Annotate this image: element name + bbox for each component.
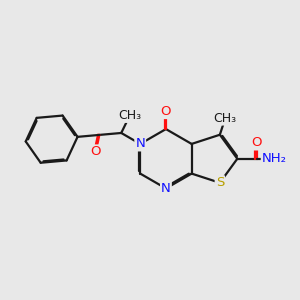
Text: N: N <box>135 137 145 150</box>
Text: O: O <box>91 146 101 158</box>
Text: O: O <box>251 136 262 149</box>
Text: NH₂: NH₂ <box>262 152 287 165</box>
Text: S: S <box>216 176 224 189</box>
Text: CH₃: CH₃ <box>118 109 141 122</box>
Text: CH₃: CH₃ <box>214 112 237 124</box>
Text: O: O <box>161 105 171 118</box>
Text: N: N <box>161 182 171 195</box>
